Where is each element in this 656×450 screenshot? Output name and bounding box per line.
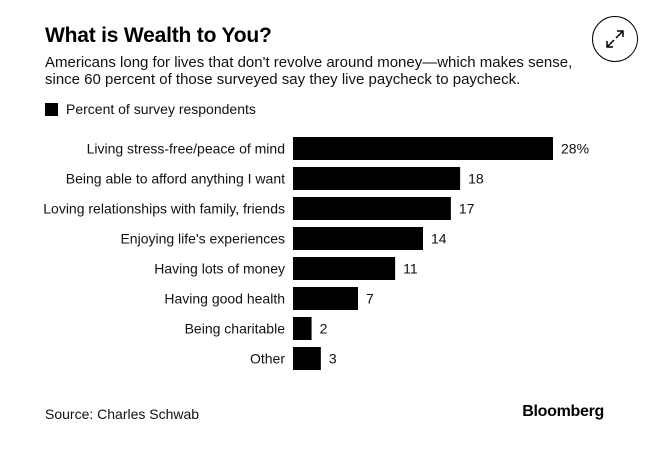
bar xyxy=(293,317,312,340)
value-label: 14 xyxy=(431,231,447,247)
category-label: Other xyxy=(250,351,285,367)
bar xyxy=(293,257,396,280)
chart-title: What is Wealth to You? xyxy=(45,24,272,47)
bar xyxy=(293,197,451,220)
value-label: 17 xyxy=(459,201,475,217)
chart-subtitle: Americans long for lives that don't revo… xyxy=(45,54,573,88)
expand-button[interactable] xyxy=(592,16,638,62)
bar xyxy=(293,287,358,310)
category-label: Living stress-free/peace of mind xyxy=(87,141,285,157)
value-label: 3 xyxy=(329,351,337,367)
value-label: 2 xyxy=(320,321,328,337)
category-label: Having good health xyxy=(164,291,285,307)
bar xyxy=(293,167,461,190)
bar xyxy=(293,137,553,160)
source-note: Source: Charles Schwab xyxy=(45,406,200,422)
bar xyxy=(293,227,423,250)
category-label: Loving relationships with family, friend… xyxy=(43,201,285,217)
category-label: Being able to afford anything I want xyxy=(66,171,285,187)
value-label: 11 xyxy=(403,261,418,277)
expand-icon xyxy=(606,30,624,48)
legend-swatch xyxy=(45,102,58,116)
bloomberg-logo: Bloomberg xyxy=(522,403,604,420)
bar-chart: Living stress-free/peace of mind 28% Being… xyxy=(43,137,589,370)
legend-label: Percent of survey respondents xyxy=(66,101,256,117)
value-label: 7 xyxy=(366,291,374,307)
legend: Percent of survey respondents xyxy=(45,101,256,117)
category-label: Being charitable xyxy=(185,321,286,337)
category-label: Enjoying life's experiences xyxy=(120,231,285,247)
bar xyxy=(293,347,321,370)
value-label: 18 xyxy=(468,171,484,187)
category-label: Having lots of money xyxy=(154,261,285,277)
value-label: 28% xyxy=(561,141,589,157)
